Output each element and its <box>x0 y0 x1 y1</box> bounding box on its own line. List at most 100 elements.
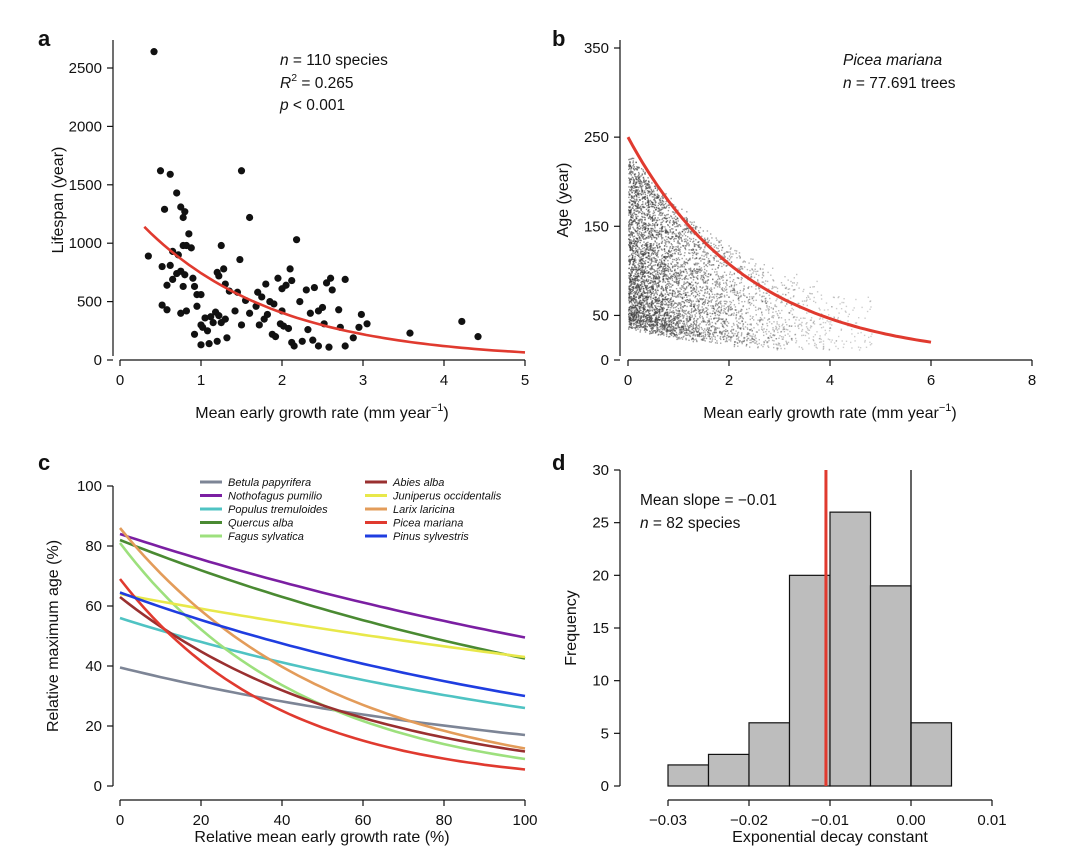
panel-a-data-point <box>221 315 229 323</box>
panel-d-histogram: −0.03 −0.02 −0.01 0.00 0.01 0 5 10 15 20 25 30 Fre… <box>563 462 1007 846</box>
panel-d-y-tick-label: 25 <box>592 515 609 532</box>
panel-a-data-point <box>207 313 215 321</box>
panel-a-data-point <box>254 288 262 296</box>
panel-c-x-tick-label: 80 <box>436 812 453 829</box>
panel-d-histogram-bar <box>829 511 872 787</box>
panel-a-data-point <box>189 274 197 282</box>
panel-b-x-tick-label: 6 <box>927 372 935 389</box>
panel-a-y-tick-label: 500 <box>77 294 102 311</box>
panel-a-data-point <box>220 265 228 273</box>
panel-a-data-point <box>213 337 221 345</box>
panel-a-data-point <box>270 300 278 308</box>
panel-a-data-point <box>355 323 363 331</box>
panel-c-series-line <box>118 578 526 771</box>
panel-a-data-point <box>322 279 331 287</box>
panel-letter-d: d <box>552 450 565 475</box>
panel-a-y-tick-label: 0 <box>94 352 102 369</box>
panel-a-data-point <box>209 319 217 327</box>
panel-a-data-point <box>203 327 212 335</box>
panel-d-y-tick-label: 5 <box>601 725 609 742</box>
panel-a-data-point <box>314 342 323 350</box>
panel-c-series-line <box>119 592 526 659</box>
panel-b-x-tick-label: 4 <box>826 372 834 389</box>
panel-a-fit-curve <box>143 225 526 354</box>
panel-a-data-point <box>173 189 181 197</box>
panel-c-x-tick-label: 40 <box>274 812 291 829</box>
panel-c-x-label: Relative mean early growth rate (%) <box>194 829 449 846</box>
panel-b-y-tick-label: 0 <box>601 352 609 369</box>
panel-a-data-point <box>163 281 171 289</box>
panel-a-x-tick-label: 1 <box>197 372 205 389</box>
panel-d-x-tick-label: −0.01 <box>811 812 849 829</box>
panel-a-data-point <box>182 307 191 315</box>
panel-a-data-point <box>193 302 201 310</box>
panel-b-x-tick-label: 2 <box>725 372 733 389</box>
panel-a-data-point <box>181 208 189 216</box>
panel-a-y-tick-label: 2000 <box>69 118 102 135</box>
panel-a-data-point <box>236 255 244 264</box>
panel-c-series-line <box>119 595 526 753</box>
panel-a-data-point <box>246 309 254 317</box>
panel-a-data-point <box>169 275 177 284</box>
panel-a-data-point <box>255 321 263 329</box>
panel-a-data-point <box>458 317 466 326</box>
panel-b-age-scatter: 0 2 4 6 8 0 50 150 250 350 Age (year) Mean early… <box>555 40 1036 422</box>
panel-a-data-point <box>306 309 314 317</box>
panel-a-data-point <box>296 298 304 306</box>
panel-b-species-title: Picea mariana <box>843 52 942 69</box>
panel-d-histogram-bar <box>869 585 912 787</box>
panel-a-data-point <box>318 303 327 312</box>
panel-a-data-point <box>258 293 266 301</box>
panel-b-x-label: Mean early growth rate (mm year−1) <box>703 402 957 422</box>
panel-a-data-point <box>231 307 239 315</box>
panel-a-data-point <box>150 48 158 56</box>
panel-a-data-point <box>406 329 414 337</box>
panel-a-data-point <box>190 282 199 291</box>
panel-d-histogram-bar <box>667 764 710 787</box>
panel-a-data-point <box>246 213 254 222</box>
panel-a-data-point <box>262 280 270 288</box>
panel-a-data-point <box>474 333 482 341</box>
panel-a-data-point <box>158 262 166 271</box>
panel-a-data-point <box>197 341 205 349</box>
panel-a-data-point <box>310 283 318 292</box>
panel-c-series-line <box>119 616 526 710</box>
panel-a-data-point <box>166 261 174 269</box>
panel-c-legend-label: Juniperus occidentalis <box>392 491 502 503</box>
panel-a-data-point <box>304 326 312 334</box>
panel-a-data-point <box>205 340 213 348</box>
panel-b-fit-curve <box>626 136 932 344</box>
panel-a-x-tick-label: 2 <box>278 372 286 389</box>
panel-c-legend: Betula papyrifera Nothofagus pumilioPopul… <box>200 477 502 543</box>
panel-a-data-point <box>185 230 193 238</box>
panel-c-series-line <box>118 527 526 750</box>
panel-d-histogram-bar <box>788 574 831 787</box>
panel-a-data-point <box>357 310 365 319</box>
panel-b-y-label: Age (year) <box>555 163 572 238</box>
panel-a-data-point <box>328 286 336 294</box>
panel-c-legend-label: Quercus alba <box>228 518 293 530</box>
panel-a-data-point <box>288 276 296 285</box>
panel-a-data-point <box>144 252 152 260</box>
panel-a-data-point <box>177 203 185 211</box>
panel-a-data-point <box>190 330 199 338</box>
panel-d-y-label: Frequency <box>563 590 580 666</box>
panel-a-data-point <box>156 167 165 175</box>
panel-a-data-point <box>292 236 301 244</box>
panel-a-data-point <box>363 320 371 328</box>
panel-b-point-cloud <box>628 157 873 351</box>
panel-a-data-point <box>274 274 282 282</box>
panel-a-data-point <box>177 309 185 317</box>
panel-a-y-label: Lifespan (year) <box>50 147 67 254</box>
panel-b-y-tick-label: 350 <box>584 40 609 57</box>
panel-d-mean-slope-annotation: Mean slope = −0.01 <box>640 492 777 509</box>
panel-c-legend-label: Larix laricina <box>393 504 455 516</box>
panel-b-y-tick-label: 150 <box>584 218 609 235</box>
panel-d-x-tick-label: 0.01 <box>977 812 1006 829</box>
panel-d-n-annotation: n = 82 species <box>640 515 741 532</box>
panel-c-series-line <box>119 538 526 660</box>
panel-a-data-point <box>217 241 225 250</box>
panel-a-r2-annotation: R2 = 0.265 <box>280 72 354 92</box>
panel-a-data-point <box>237 321 246 329</box>
panel-a-data-point <box>335 306 343 314</box>
